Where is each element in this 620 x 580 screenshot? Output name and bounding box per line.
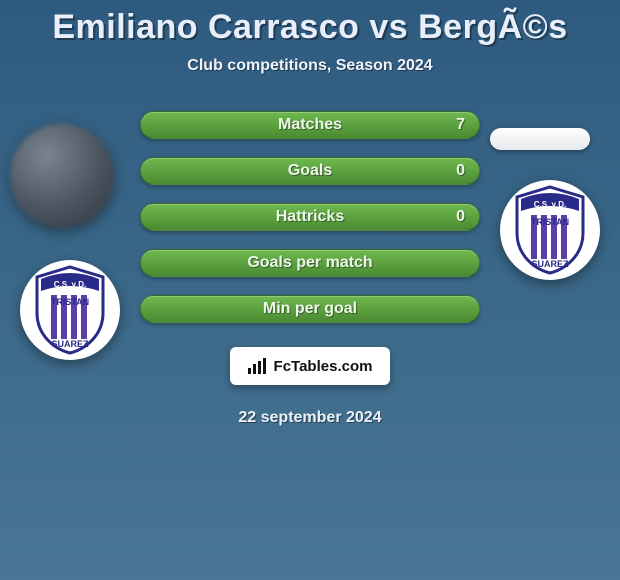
svg-text:C.S. y D.: C.S. y D. [534,200,566,209]
svg-text:TRISTAN: TRISTAN [531,217,569,227]
stat-label: Min per goal [141,300,479,318]
date-label: 22 september 2024 [0,409,620,427]
club-badge-left: C.S. y D. TRISTAN SUAREZ [20,260,120,360]
subtitle: Club competitions, Season 2024 [0,57,620,75]
stat-value-right: 0 [456,208,465,226]
stat-row: Min per goal [140,295,480,323]
stat-value-right: 0 [456,162,465,180]
stat-row: Goals0 [140,157,480,185]
stat-label: Goals [141,162,479,180]
chart-icon [248,358,268,374]
svg-text:C.S. y D.: C.S. y D. [54,280,86,289]
player-pill-right [490,128,590,150]
svg-text:SUAREZ: SUAREZ [51,339,89,349]
shield-icon: C.S. y D. TRISTAN SUAREZ [31,265,109,355]
stat-value-right: 7 [456,116,465,134]
svg-text:TRISTAN: TRISTAN [51,297,89,307]
brand-badge: FcTables.com [230,347,390,385]
stat-label: Matches [141,116,479,134]
stat-label: Goals per match [141,254,479,272]
svg-text:SUAREZ: SUAREZ [531,259,569,269]
stat-label: Hattricks [141,208,479,226]
club-badge-right: C.S. y D. TRISTAN SUAREZ [500,180,600,280]
page-title: Emiliano Carrasco vs BergÃ©s [0,8,620,47]
player-avatar-left [10,124,114,228]
stat-row: Goals per match [140,249,480,277]
shield-icon: C.S. y D. TRISTAN SUAREZ [511,185,589,275]
stat-row: Hattricks0 [140,203,480,231]
stat-row: Matches7 [140,111,480,139]
brand-label: FcTables.com [274,358,373,375]
